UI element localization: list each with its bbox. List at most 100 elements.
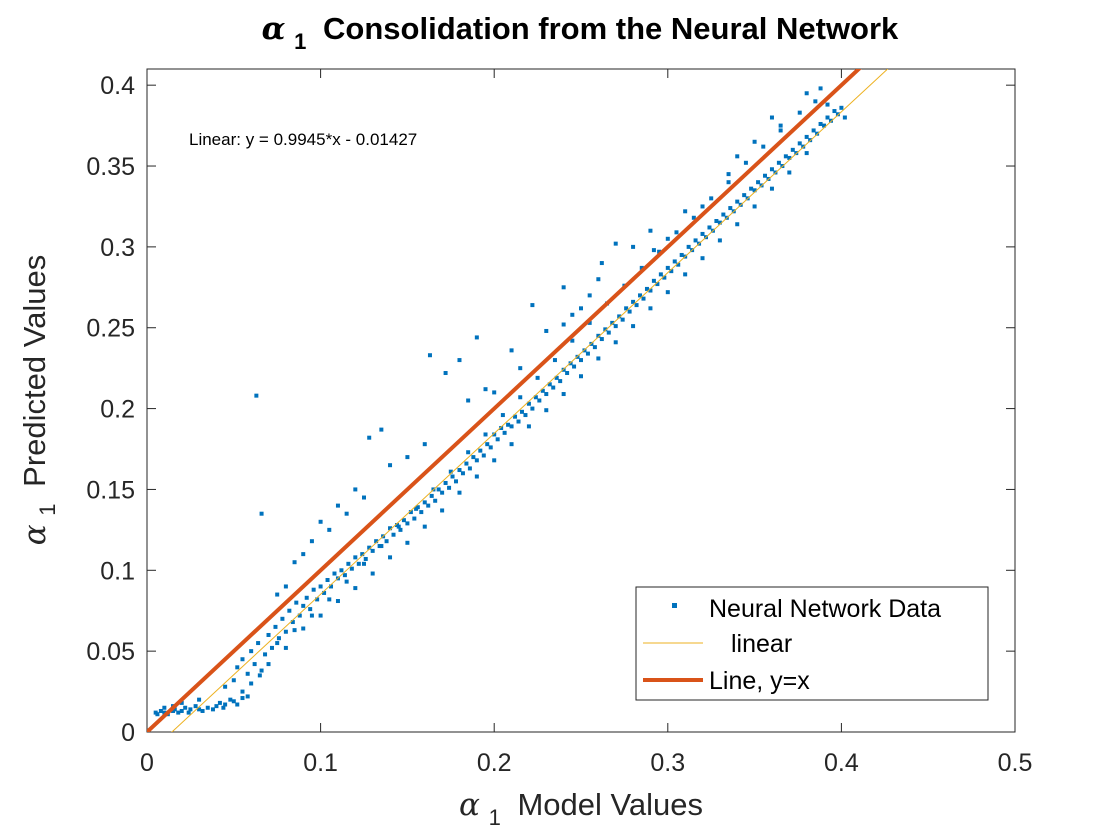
data-point xyxy=(332,571,337,576)
data-point xyxy=(315,597,320,602)
data-point xyxy=(735,154,740,159)
data-point xyxy=(500,413,505,418)
data-point xyxy=(638,293,643,298)
data-point xyxy=(535,375,540,380)
data-point xyxy=(651,248,656,253)
data-point xyxy=(551,385,556,390)
data-point xyxy=(454,479,459,484)
data-point xyxy=(641,296,646,301)
data-point xyxy=(448,469,453,474)
data-point xyxy=(158,708,163,713)
data-point xyxy=(714,219,719,224)
data-point xyxy=(235,702,240,707)
data-point xyxy=(839,105,844,110)
data-point xyxy=(339,568,344,573)
data-point xyxy=(822,123,827,128)
x-tick-label: 0.2 xyxy=(477,749,512,777)
data-point xyxy=(322,590,327,595)
data-point xyxy=(544,392,549,397)
data-point xyxy=(599,337,604,342)
data-point xyxy=(648,306,653,311)
data-point xyxy=(523,413,528,418)
data-point xyxy=(778,123,783,128)
data-point xyxy=(353,555,358,560)
data-point xyxy=(467,466,472,471)
title-subscript: 1 xyxy=(294,29,306,54)
data-point xyxy=(483,387,488,392)
data-point xyxy=(304,595,309,600)
data-point xyxy=(450,474,455,479)
data-point xyxy=(275,592,280,597)
data-point xyxy=(783,154,788,159)
data-point xyxy=(370,571,375,576)
data-point xyxy=(707,225,712,230)
data-point xyxy=(401,518,406,523)
data-point xyxy=(436,487,441,492)
data-point xyxy=(344,511,349,516)
data-point xyxy=(544,328,549,333)
data-point xyxy=(804,91,809,96)
data-point xyxy=(474,458,479,463)
data-point xyxy=(700,231,705,236)
data-point xyxy=(488,445,493,450)
data-point xyxy=(818,121,823,126)
data-point xyxy=(283,584,288,589)
data-point xyxy=(579,374,583,379)
data-point xyxy=(624,306,629,311)
data-point xyxy=(516,419,521,424)
data-point xyxy=(818,86,823,91)
data-point xyxy=(466,450,471,455)
data-point xyxy=(492,390,497,395)
data-point xyxy=(769,186,774,191)
data-point xyxy=(335,599,340,604)
data-point xyxy=(606,330,611,335)
title-symbol: α xyxy=(262,11,286,47)
data-point xyxy=(183,705,188,710)
y-tick-label: 0.3 xyxy=(100,234,135,262)
data-point xyxy=(256,641,261,646)
y-tick-label: 0.25 xyxy=(86,315,135,343)
data-point xyxy=(471,455,476,460)
data-point xyxy=(367,435,372,440)
data-point xyxy=(370,548,375,553)
data-point xyxy=(662,275,667,280)
data-point xyxy=(422,442,427,447)
data-point xyxy=(499,425,504,430)
data-point xyxy=(570,312,575,317)
data-point xyxy=(335,503,340,508)
legend: Neural Network Data linear Line, y=x xyxy=(635,586,989,701)
legend-label-identity: Line, y=x xyxy=(709,667,810,695)
data-point xyxy=(735,222,740,227)
data-point xyxy=(474,474,479,479)
data-point xyxy=(283,629,288,634)
y-tick-label: 0.05 xyxy=(86,638,135,666)
data-point xyxy=(327,527,332,532)
data-point xyxy=(240,689,245,694)
data-point xyxy=(223,684,228,689)
data-point xyxy=(813,99,818,104)
data-point xyxy=(388,463,393,468)
data-point xyxy=(726,172,731,177)
data-point xyxy=(235,665,240,670)
data-point xyxy=(570,338,575,343)
data-point xyxy=(572,364,577,369)
data-point xyxy=(721,212,726,217)
data-point xyxy=(495,437,500,442)
data-point xyxy=(674,230,679,235)
data-point xyxy=(787,155,792,160)
data-point xyxy=(728,206,733,211)
data-point xyxy=(743,160,748,165)
data-point xyxy=(287,608,292,613)
data-point xyxy=(162,705,167,710)
data-point xyxy=(318,613,323,618)
data-point xyxy=(544,408,549,413)
data-point xyxy=(388,526,393,531)
data-point xyxy=(353,586,358,591)
fit-annotation: Linear: y = 0.9945*x - 0.01427 xyxy=(189,130,417,149)
xlabel-symbol: α xyxy=(459,787,480,823)
data-point xyxy=(223,702,228,707)
data-point xyxy=(492,458,497,463)
data-point xyxy=(433,498,438,503)
data-point xyxy=(769,167,774,172)
data-point xyxy=(309,613,314,618)
